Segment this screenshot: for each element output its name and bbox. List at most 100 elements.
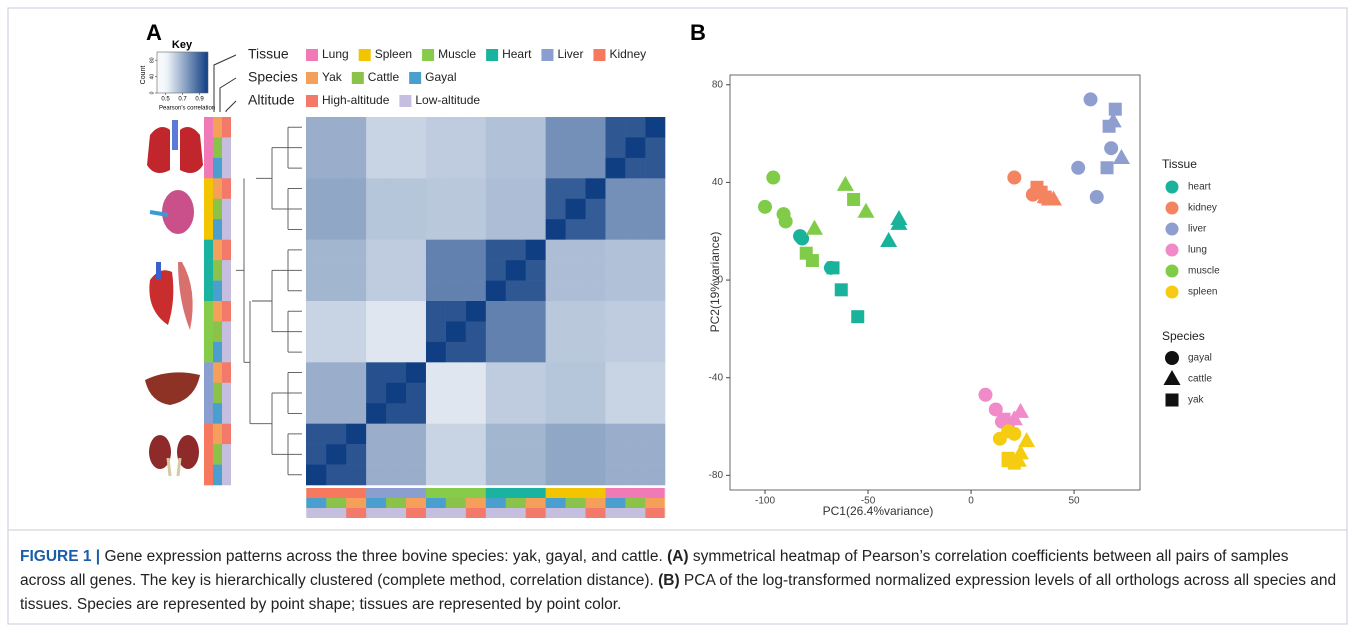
heatmap-cell — [465, 382, 486, 404]
row-annotation — [204, 219, 213, 240]
heatmap-cell — [645, 341, 666, 363]
column-annotation — [306, 488, 327, 498]
legend-label: gayal — [1188, 353, 1212, 364]
heatmap-cell — [306, 301, 327, 322]
heatmap-cell — [645, 403, 666, 424]
heatmap-cell — [306, 444, 327, 465]
heatmap-cell — [625, 260, 646, 281]
legend-swatch — [593, 49, 606, 61]
heatmap-cell — [306, 423, 327, 445]
legend-title: Tissue — [248, 46, 289, 62]
heatmap-cell — [545, 341, 566, 363]
heatmap-cell — [345, 403, 367, 424]
heatmap-cell — [645, 321, 666, 343]
heatmap-cell — [306, 260, 327, 281]
heatmap-cell — [345, 423, 367, 445]
heatmap-cell — [565, 423, 586, 445]
column-annotation — [645, 508, 666, 518]
heatmap-cell — [605, 382, 626, 404]
legend-label: yak — [1188, 395, 1205, 406]
heatmap-cell — [405, 341, 426, 363]
heatmap-cell — [325, 382, 347, 404]
heatmap-cell — [365, 362, 387, 384]
heatmap-cell — [565, 362, 586, 384]
row-annotation — [222, 362, 231, 384]
row-annotation — [204, 382, 213, 404]
column-annotation — [525, 488, 546, 498]
heatmap-cell — [405, 464, 426, 486]
heatmap-cell — [465, 321, 486, 343]
heatmap-cell — [306, 157, 327, 179]
heatmap-cell — [405, 198, 426, 220]
heatmap-cell — [325, 178, 347, 200]
organ-lung — [147, 120, 203, 174]
heatmap-cell — [345, 321, 367, 343]
heatmap-cell — [585, 157, 606, 179]
panel-label: B — [690, 20, 706, 45]
heatmap-cell — [545, 219, 566, 240]
column-annotation — [365, 488, 387, 498]
y-tick-label: 0 — [717, 275, 723, 286]
heatmap-cell — [465, 341, 486, 363]
point — [880, 232, 898, 247]
heatmap-cell — [325, 117, 347, 138]
heatmap-cell — [585, 280, 606, 302]
heatmap-cell — [445, 403, 466, 424]
heatmap-cell — [425, 362, 446, 384]
heatmap-cell — [385, 301, 407, 322]
heatmap-cell — [425, 157, 446, 179]
heatmap-cell — [605, 444, 626, 465]
row-annotation — [213, 198, 222, 220]
heatmap-cell — [585, 117, 606, 138]
organ-kidney — [149, 435, 199, 477]
legend-marker — [1165, 264, 1179, 278]
heatmap-cell — [306, 280, 327, 302]
column-annotation — [425, 488, 446, 498]
row-annotation — [222, 198, 231, 220]
heatmap-cell — [605, 157, 626, 179]
heatmap-cell — [565, 219, 586, 240]
heatmap-cell — [585, 137, 606, 159]
point — [1071, 160, 1086, 175]
heatmap-cell — [485, 198, 506, 220]
x-tick-label: -50 — [861, 496, 876, 507]
row-annotation — [213, 464, 222, 486]
row-annotation — [204, 301, 213, 322]
heatmap-cell — [405, 117, 426, 138]
row-annotation — [204, 362, 213, 384]
heatmap-cell — [645, 464, 666, 486]
heatmap-cell — [485, 464, 506, 486]
heatmap-cell — [425, 178, 446, 200]
heatmap-cell — [445, 157, 466, 179]
heatmap-cell — [345, 198, 367, 220]
heatmap-cell — [445, 444, 466, 465]
heatmap-cell — [445, 341, 466, 363]
point — [805, 254, 819, 268]
heatmap-cell — [485, 280, 506, 302]
heatmap-cell — [545, 464, 566, 486]
heatmap-cell — [445, 423, 466, 445]
column-annotation — [425, 508, 446, 518]
heatmap-cell — [565, 260, 586, 281]
column-annotation — [345, 508, 367, 518]
heatmap-cell — [365, 219, 387, 240]
point — [1108, 102, 1122, 116]
heatmap-cell — [525, 301, 546, 322]
heatmap-cell — [306, 137, 327, 159]
heatmap-cell — [365, 280, 387, 302]
heatmap-cell — [625, 239, 646, 261]
point — [1083, 92, 1098, 107]
y-tick-label: 40 — [712, 177, 724, 188]
legend-label: Heart — [502, 47, 532, 61]
legend-label: Spleen — [375, 47, 412, 61]
heatmap-cell — [545, 280, 566, 302]
legend-marker — [1165, 222, 1179, 236]
heatmap-cell — [605, 301, 626, 322]
heatmap-cell — [425, 321, 446, 343]
point — [857, 202, 875, 218]
heatmap-cell — [645, 280, 666, 302]
heatmap-cell — [425, 219, 446, 240]
heatmap-cell — [485, 260, 506, 281]
legend-label: lung — [1188, 245, 1207, 256]
heatmap-cell — [306, 239, 327, 261]
